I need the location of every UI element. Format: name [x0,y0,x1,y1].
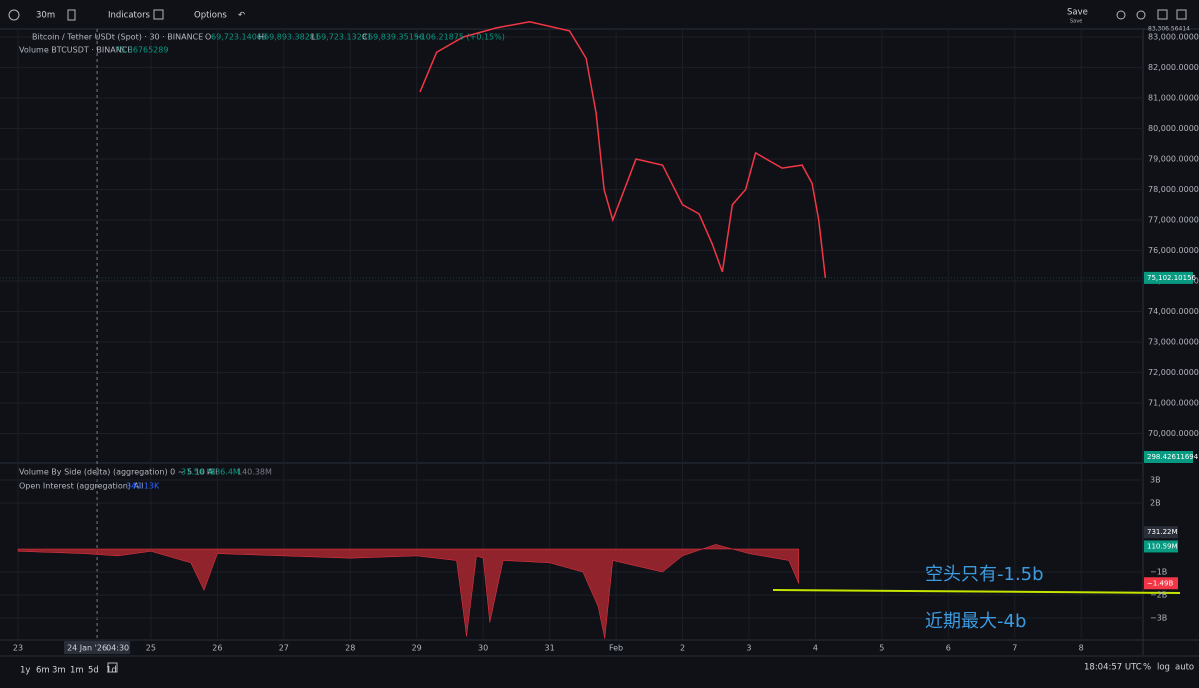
time-tick-label: 25 [146,644,156,653]
delta-v2: 236.4M [210,468,240,477]
time-tick-label: 6 [946,644,951,653]
h-label: H [258,33,264,42]
crosshair-tag [64,641,131,654]
time-tick-label: 7 [1012,644,1017,653]
volume-tag-label: 298.42611694 [1147,453,1199,461]
clock: 18:04:57 UTC [1084,663,1142,673]
time-tick-label: 5 [879,644,884,653]
price-line [419,20,827,279]
symbol-title: Bitcoin / Tether USDt (Spot) · 30 · BINA… [32,33,203,42]
search-button[interactable] [1116,10,1126,20]
interval-button[interactable]: 30m [36,11,55,21]
time-tick-label: 26 [212,644,222,653]
volume-title: Volume BTCUSDT · BINANCE [19,46,132,55]
auto-toggle[interactable]: auto [1175,663,1194,673]
undo-button[interactable]: ↶ [238,11,245,21]
drawn-line [772,589,1181,594]
range-1m[interactable]: 1m [70,666,84,676]
time-tick-label: 23 [13,644,23,653]
price-tick-label: 70,000.00000 [1148,429,1199,438]
last-price-label: 75,102.10156 [1147,274,1197,282]
h-value: 69,893.38281 [264,33,320,42]
price-tick-label: 81,000.00000 [1148,94,1199,103]
save-button[interactable]: Save [1067,8,1088,18]
c-value: 69,839.35156 [368,33,424,42]
chart-type-button[interactable] [67,9,76,21]
delta-marker-label: 110.59M [1147,542,1178,550]
price-tick-label: 77,000.00000 [1148,216,1199,225]
delta-marker-tag [1144,577,1178,590]
time-tick-label: 31 [545,644,555,653]
price-tick-label: 72,000.00000 [1148,368,1199,377]
fullscreen-button[interactable] [1157,9,1168,20]
time-tick-label: Feb [609,644,623,653]
o-value: 69,723.14063 [211,33,267,42]
oi-value: 349.13K [126,482,160,491]
price-tick-label: 71,000.00000 [1148,399,1199,408]
l-label: L [311,33,316,42]
time-tick-label: 27 [279,644,289,653]
price-tick-label: 76,000.00000 [1148,246,1199,255]
delta-tick-label: 3B [1150,476,1161,485]
delta-area [17,544,800,639]
change: +106.21875 (+0.15%) [414,33,505,42]
percent-toggle[interactable]: % [1143,663,1151,673]
range-1d[interactable]: 1d [106,666,117,676]
delta-tick-label: −1B [1150,568,1167,577]
time-tick-label: 8 [1079,644,1084,653]
time-tick-label: 4 [813,644,818,653]
settings-button[interactable] [1136,10,1146,20]
range-3m[interactable]: 3m [52,666,66,676]
options-button[interactable]: Options [194,11,227,21]
log-toggle[interactable]: log [1157,663,1170,673]
last-price-tag [1144,271,1193,284]
time-tick-label: 29 [412,644,422,653]
delta-title: Volume By Side (delta) (aggregation) 0 ~… [19,468,217,477]
range-1y[interactable]: 1y [20,666,30,676]
volume-tag [1144,451,1193,463]
indicators-button[interactable]: Indicators [108,11,151,21]
time-tick-label: 30 [478,644,488,653]
price-tick-label: 73,000.00000 [1148,338,1199,347]
price-tick-label: 80,000.00000 [1148,124,1199,133]
templates-button[interactable] [153,9,164,20]
legend: Bitcoin / Tether USDt (Spot) · 30 · BINA… [19,33,505,491]
volume-value: 75.36765289 [115,46,168,55]
crosshair-date: 24 Jan '26 [67,644,107,653]
price-tick-label: 83,000.00000 [1148,33,1199,42]
annotation-short-only: 空头只有-1.5b [925,564,1044,585]
goto-date-button[interactable] [107,662,118,673]
range-5d[interactable]: 5d [88,666,99,676]
delta-v1: 31.56 M [181,468,213,477]
delta-tick-label: −2B [1150,591,1167,600]
top-price-label: 83,306.56414 [1148,26,1190,33]
delta-marker-label: −1.49B [1147,579,1173,587]
time-tick-label: 28 [345,644,355,653]
l-value: 69,723.13281 [316,33,372,42]
delta-tick-label: 2B [1150,499,1161,508]
oi-title: Open Interest (aggregation) All [19,482,143,491]
delta-v3: 140.38M [237,468,272,477]
crosshair-time: 04:30 [106,644,129,653]
annotation-recent-max: 近期最大-4b [925,611,1026,632]
range-6m[interactable]: 6m [36,666,50,676]
time-tick-label: 3 [746,644,751,653]
delta-marker-tag [1144,526,1178,539]
o-label: O [205,33,211,42]
delta-tick-label: −3B [1150,614,1167,623]
save-sub: Save [1070,19,1082,25]
snapshot-button[interactable] [1176,9,1187,20]
price-tick-label: 82,000.00000 [1148,63,1199,72]
delta-marker-label: 731.22M [1147,528,1178,536]
c-label: C [362,33,368,42]
price-tick-label: 79,000.00000 [1148,155,1199,164]
add-symbol-button[interactable] [8,9,20,21]
toolbar [0,0,1199,29]
time-tick-label: 2 [680,644,685,653]
delta-marker-tag [1144,540,1178,553]
price-tick-label: 78,000.00000 [1148,185,1199,194]
price-tick-label: 74,000.00000 [1148,307,1199,316]
